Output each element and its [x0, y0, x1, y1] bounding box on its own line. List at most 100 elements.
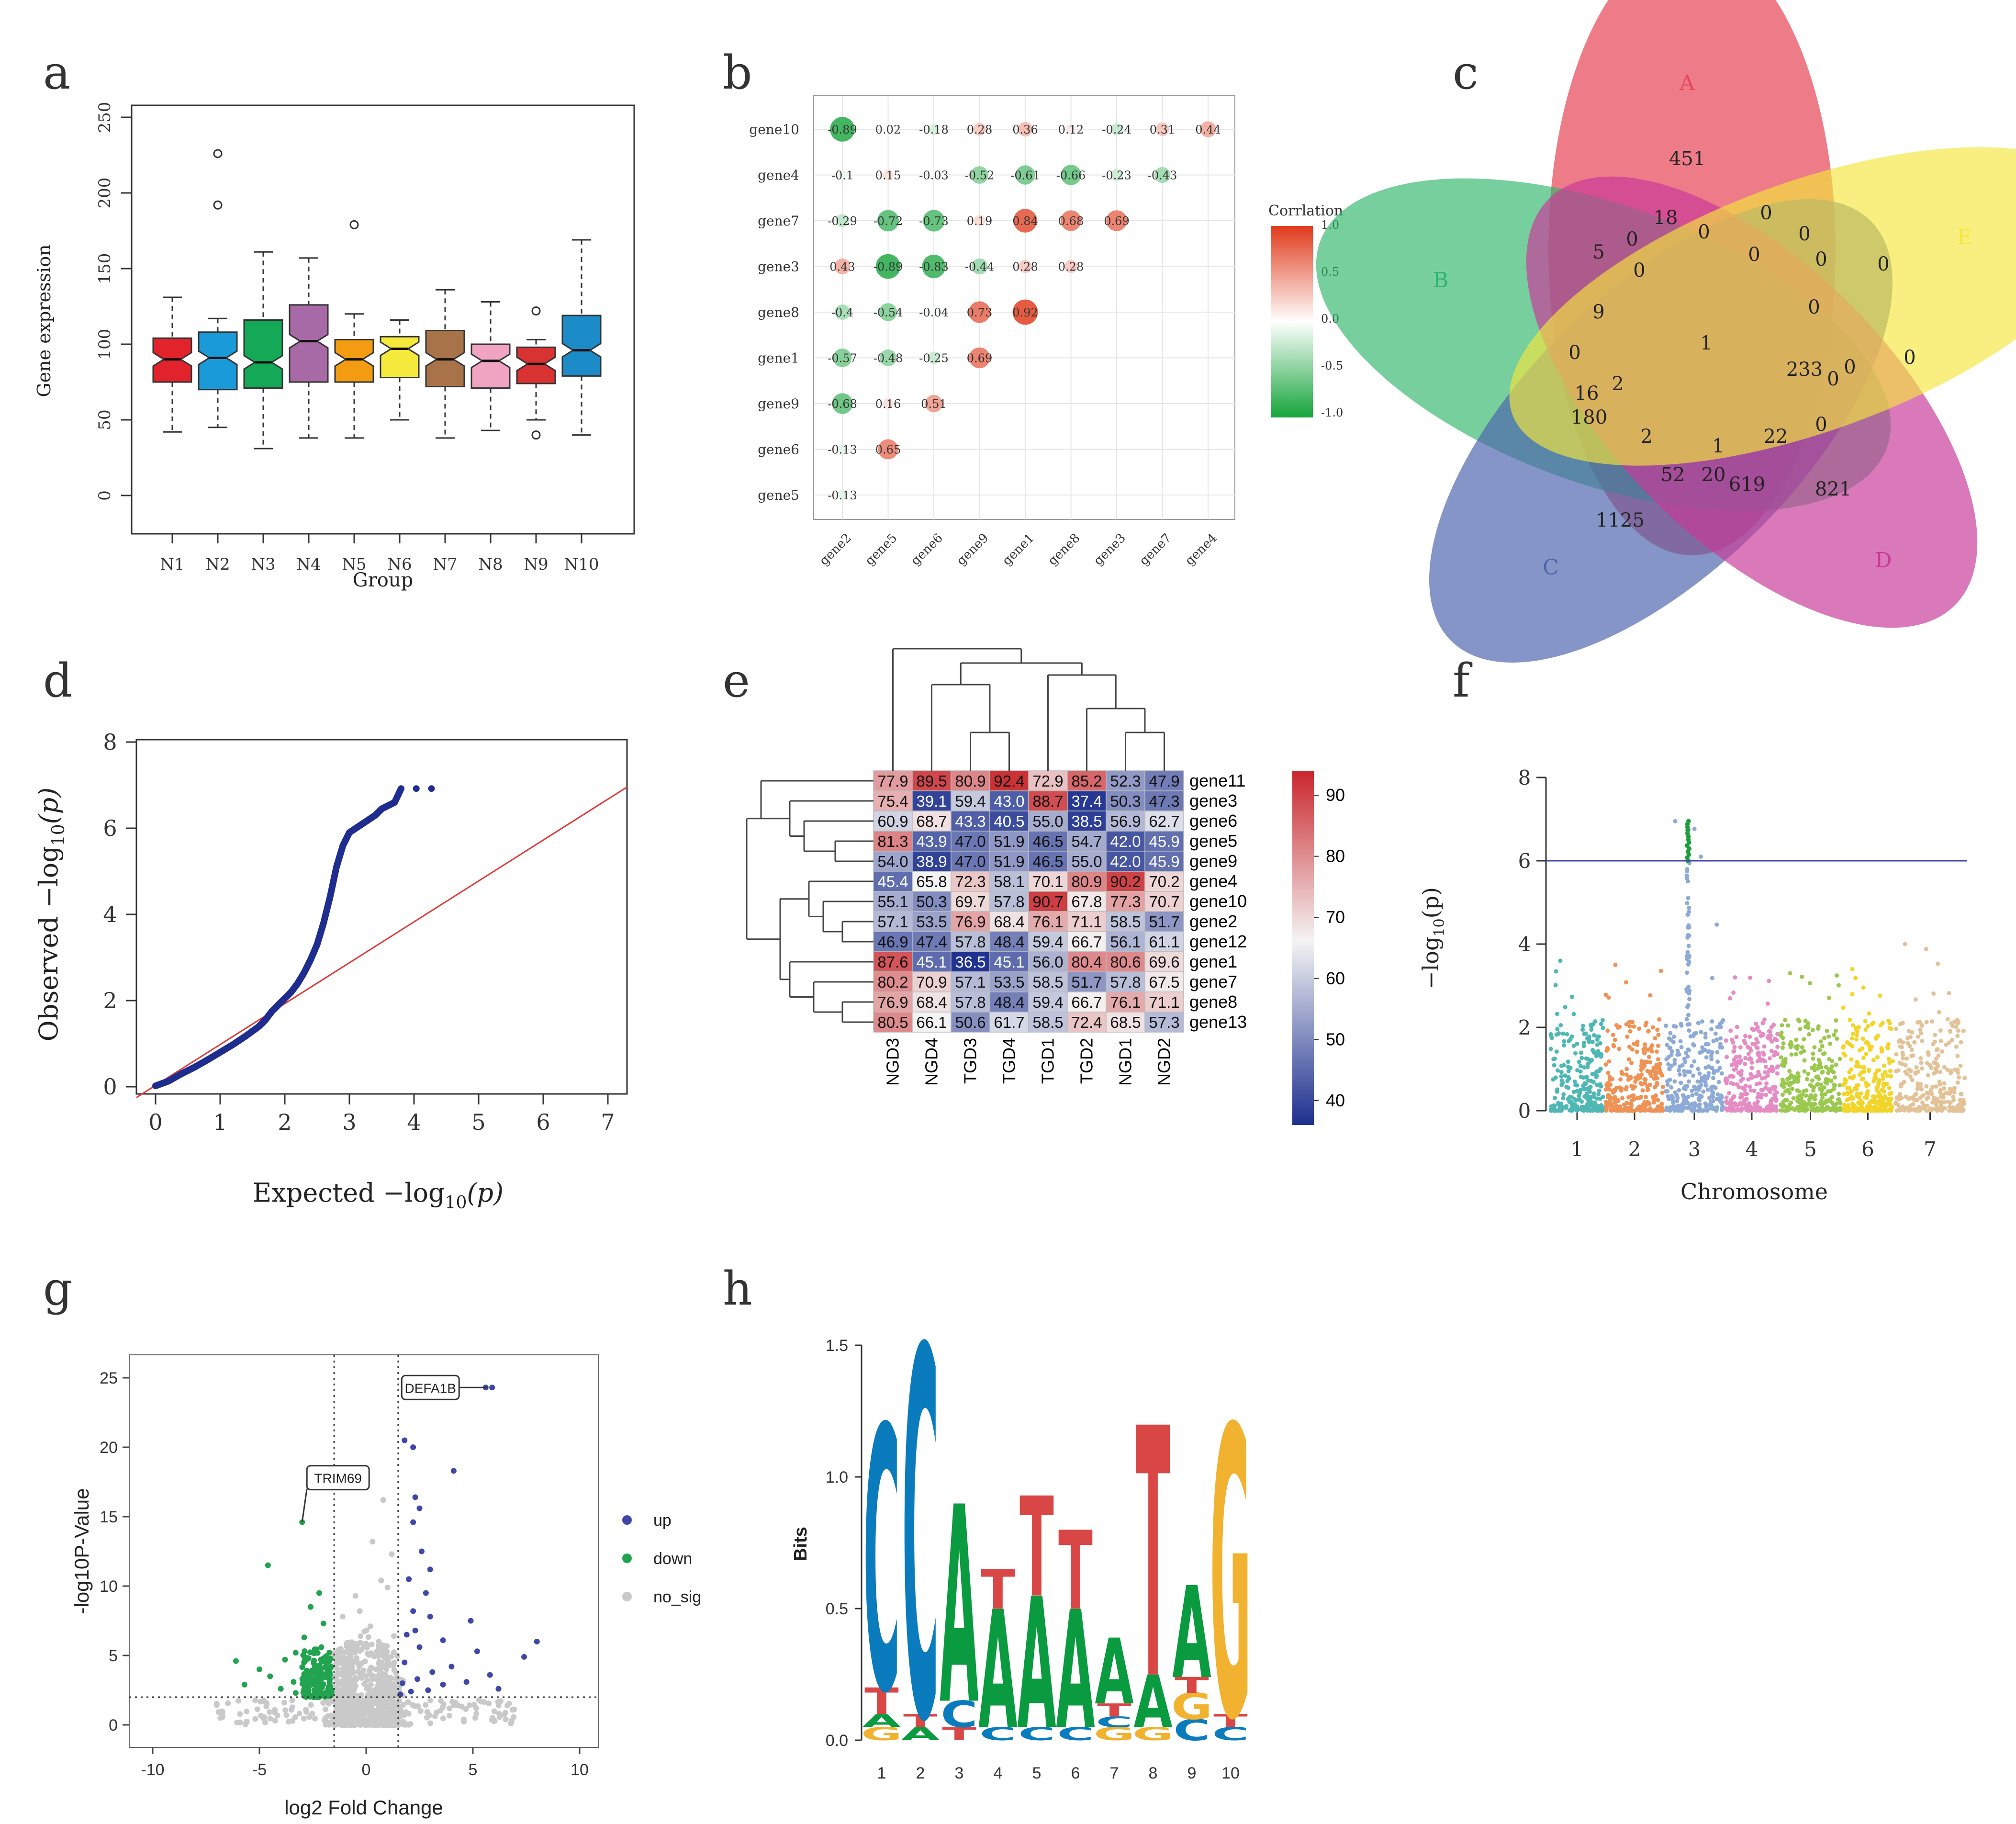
snp-point	[1607, 1099, 1612, 1103]
x-tick-label: 7	[601, 1109, 615, 1135]
nosig-point	[330, 1699, 336, 1705]
snp-point	[1687, 954, 1691, 958]
snp-point	[1889, 1104, 1894, 1109]
x-tick-label: -5	[252, 1761, 267, 1779]
snp-point	[1685, 970, 1690, 975]
heat-value: 71.1	[1149, 993, 1179, 1011]
snp-point	[1646, 1108, 1651, 1113]
snp-point	[1948, 1087, 1953, 1092]
snp-point	[1559, 1074, 1564, 1079]
snp-point	[1643, 1042, 1647, 1047]
up-point	[474, 1648, 480, 1655]
snp-point	[1603, 1062, 1608, 1067]
snp-point	[1648, 1071, 1653, 1076]
up-point	[412, 1494, 418, 1500]
up-point	[463, 1679, 470, 1685]
snp-point	[1822, 1036, 1827, 1040]
heat-value: 57.3	[1149, 1013, 1179, 1031]
corr-value: -0.13	[828, 489, 857, 502]
snp-point	[1931, 991, 1936, 996]
snp-point	[1701, 1089, 1706, 1094]
snp-point	[1863, 1019, 1868, 1024]
snp-point	[1915, 1085, 1920, 1090]
snp-point	[1850, 1031, 1855, 1036]
snp-point	[1945, 1017, 1950, 1022]
heat-cell	[912, 1012, 952, 1033]
snp-point	[1942, 1081, 1947, 1086]
nosig-point	[363, 1627, 370, 1633]
nosig-point	[360, 1702, 366, 1708]
snp-point	[1669, 1049, 1674, 1054]
snp-point	[1913, 997, 1918, 1002]
snp-point	[1952, 1090, 1957, 1095]
nosig-point	[369, 1642, 375, 1648]
heat-cell	[873, 991, 913, 1013]
snp-point	[1675, 1048, 1680, 1053]
snp-point	[1687, 997, 1692, 1002]
snp-point	[1790, 1086, 1794, 1091]
nosig-point	[369, 1676, 375, 1682]
heat-value: 60.9	[877, 812, 908, 830]
heat-value: 36.5	[955, 953, 986, 971]
heat-cell	[951, 1012, 990, 1033]
nosig-point	[369, 1665, 375, 1671]
nosig-point	[289, 1704, 295, 1711]
snp-point	[1945, 1068, 1950, 1072]
snp-point	[1920, 1023, 1925, 1028]
snp-point	[1724, 1100, 1729, 1105]
corr-dot	[836, 214, 849, 227]
snp-point	[1754, 1021, 1758, 1026]
col-label: NGD1	[1116, 1038, 1135, 1086]
snp-point	[1937, 1107, 1942, 1112]
heat-cell	[912, 851, 952, 872]
y-tick-label: 8	[103, 729, 117, 755]
snp-point	[1618, 1077, 1623, 1082]
nosig-point	[384, 1584, 391, 1590]
heat-value: 57.8	[1110, 973, 1141, 991]
snp-point	[1585, 1062, 1590, 1067]
snp-point	[1630, 1047, 1635, 1052]
snp-point	[1716, 1080, 1721, 1084]
snp-point	[1904, 1094, 1908, 1099]
snp-point	[1608, 1082, 1613, 1087]
nosig-point	[345, 1676, 351, 1682]
snp-point	[1654, 1049, 1659, 1054]
nosig-point	[272, 1718, 278, 1724]
y-axis-title: -log10P-Value	[70, 1488, 93, 1614]
snp-point	[1766, 1107, 1770, 1112]
corr-value: 0.51	[921, 397, 946, 411]
snp-point	[1769, 1048, 1774, 1053]
snp-point	[1686, 962, 1691, 967]
snp-point	[1743, 1061, 1747, 1066]
snp-point	[1690, 1093, 1695, 1098]
snp-point	[1874, 1036, 1879, 1041]
snp-point	[1646, 1029, 1651, 1034]
nosig-point	[355, 1668, 361, 1675]
row-label: gene8	[758, 304, 799, 320]
heat-cell	[912, 831, 952, 852]
snp-point	[1924, 946, 1928, 951]
snp-point	[1693, 1031, 1698, 1036]
snp-point	[1836, 1097, 1840, 1102]
corr-dot	[1154, 167, 1171, 183]
logo-letter-c: C	[979, 1723, 1016, 1745]
snp-point	[1709, 1057, 1714, 1062]
snp-point	[1881, 1108, 1886, 1113]
snp-point	[1677, 1088, 1681, 1092]
heat-value: 69.6	[1149, 953, 1179, 971]
snp-point	[1901, 1056, 1905, 1060]
snp-point	[1657, 1017, 1662, 1022]
row-label: gene7	[758, 213, 799, 229]
venn-count: 20	[1702, 464, 1726, 486]
nosig-point	[330, 1718, 336, 1724]
snp-point	[1783, 1060, 1788, 1065]
down-point	[320, 1621, 326, 1627]
snp-point	[1746, 1051, 1751, 1056]
snp-point	[1834, 1062, 1838, 1067]
qq-point	[428, 785, 435, 792]
nosig-point	[254, 1706, 260, 1712]
corr-dot	[928, 351, 940, 364]
snp-point	[1740, 1086, 1745, 1091]
corr-value: 0.44	[1195, 123, 1221, 136]
venn-count: 22	[1764, 426, 1788, 448]
